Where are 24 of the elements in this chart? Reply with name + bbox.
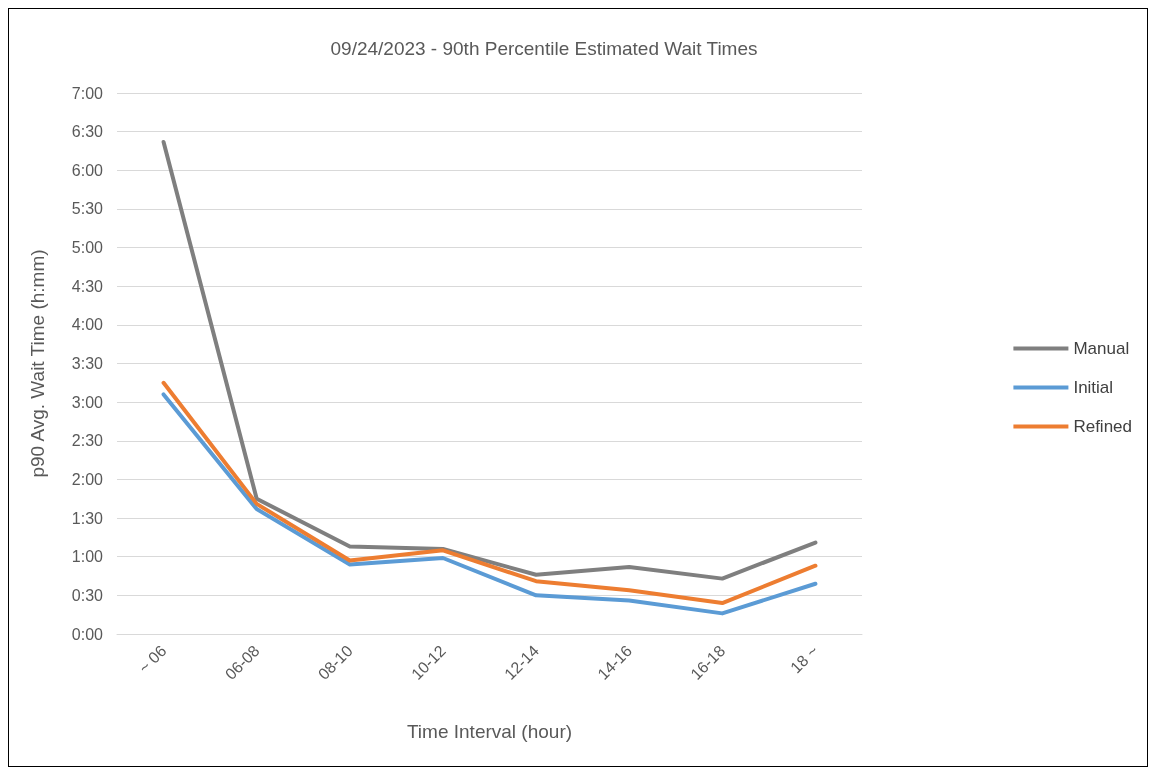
y-tick-label: 1:30	[71, 509, 104, 527]
legend-label: Initial	[1073, 378, 1114, 397]
y-tick-label: 6:30	[71, 123, 104, 141]
y-tick-label: 1:00	[71, 548, 104, 566]
line-series	[161, 139, 818, 581]
y-tick-label: 2:00	[71, 470, 104, 488]
y-tick-label: 0:30	[71, 586, 104, 604]
x-tick-label: 18 ~	[787, 641, 822, 677]
y-tick-label: 5:00	[71, 239, 104, 257]
y-tick-label: 4:30	[71, 277, 104, 295]
x-axis-title: Time Interval (hour)	[406, 721, 573, 742]
y-tick-label: 3:30	[71, 355, 104, 372]
y-tick-label: 0:00	[71, 625, 104, 643]
x-tick-label: ~ 06	[135, 641, 170, 677]
y-tick-label: 3:00	[71, 393, 104, 411]
y-tick-label: 7:00	[71, 84, 104, 102]
y-tick-label: 2:30	[71, 432, 104, 450]
y-tick-label: 5:30	[71, 200, 104, 218]
y-axis-title: p90 Avg. Wait Time (h:mm)	[27, 249, 48, 478]
y-tick-label: 4:00	[71, 316, 104, 334]
y-tick-label: 6:00	[71, 161, 104, 179]
legend-label: Manual	[1073, 339, 1130, 358]
chart-title: 09/24/2023 - 90th Percentile Estimated Wait Times	[330, 38, 758, 59]
legend-label: Refined	[1073, 417, 1133, 436]
